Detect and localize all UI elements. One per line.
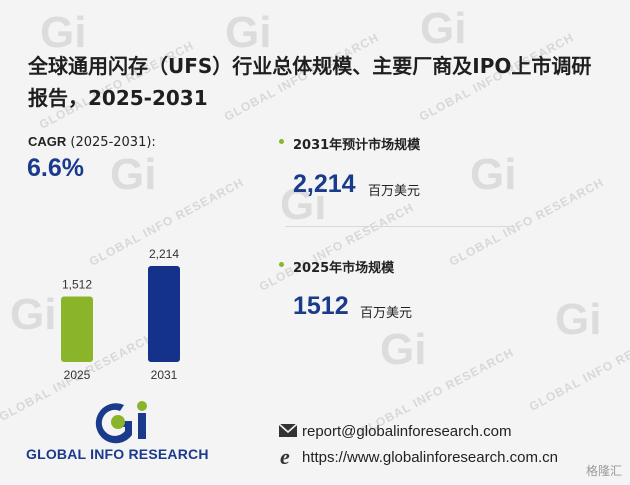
contact-email[interactable]: report@globalinforesearch.com (302, 423, 512, 440)
cagr-label: CAGR (2025-2031): (28, 134, 156, 150)
divider (285, 226, 515, 227)
forecast-market-size-label: 2031年预计市场规模 (293, 138, 421, 153)
envelope-icon (278, 423, 298, 437)
forecast-market-size-unit: 百万美元 (368, 184, 421, 199)
cagr-value: 6.6% (27, 154, 84, 182)
x-tick-2025: 2025 (64, 368, 91, 382)
logo-text: GLOBAL INFO RESEARCH (26, 446, 209, 462)
current-market-size-unit: 百万美元 (360, 306, 413, 321)
x-tick-2031: 2031 (151, 368, 178, 382)
page-title: 全球通用闪存（UFS）行业总体规模、主要厂商及IPO上市调研报告，2025-20… (28, 54, 592, 110)
corner-watermark: 格隆汇 (585, 464, 622, 478)
data-label-2031: 2,214 (149, 247, 179, 261)
forecast-market-size-value: 2,214 (293, 170, 356, 198)
browser-e-icon: e (280, 447, 290, 467)
data-label-2025: 1,512 (62, 277, 92, 291)
bullet-dot (279, 139, 284, 144)
contact-website[interactable]: https://www.globalinforesearch.com.cn (302, 449, 558, 466)
current-market-size-value: 1512 (293, 292, 349, 320)
gi-logo (95, 401, 147, 444)
current-market-size-label: 2025年市场规模 (293, 261, 395, 276)
svg-text:e: e (280, 447, 290, 467)
bar-2025 (61, 296, 93, 362)
bullet-dot (279, 262, 284, 267)
bar-2031 (148, 266, 180, 362)
